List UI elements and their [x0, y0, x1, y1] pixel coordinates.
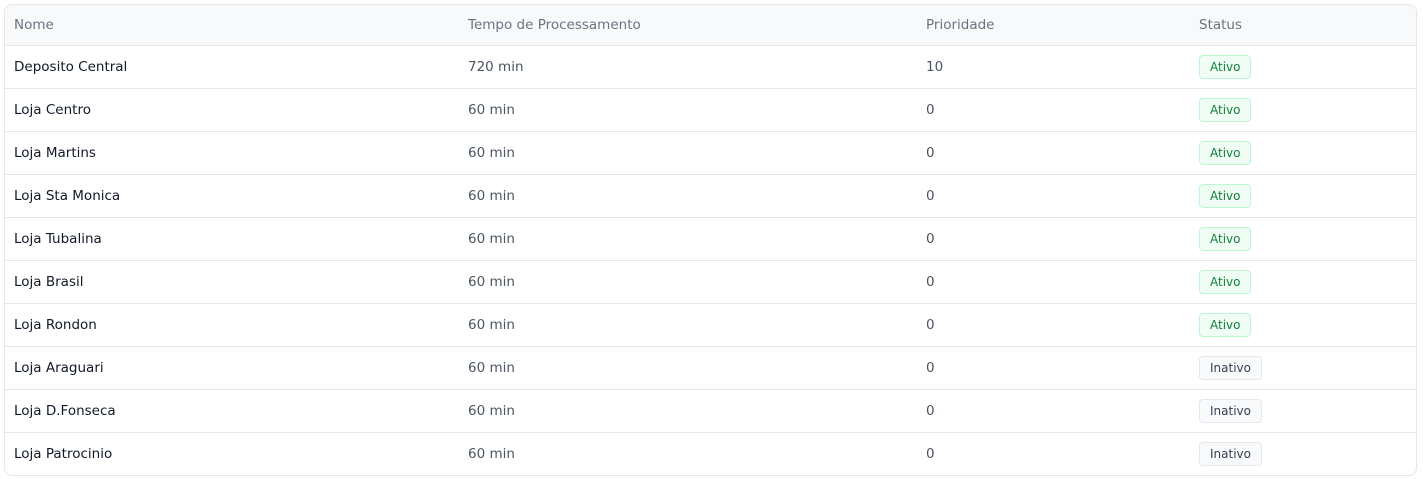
header-nome[interactable]: Nome: [5, 5, 459, 46]
table-row[interactable]: Loja Rondon 60 min 0 Ativo: [5, 303, 1416, 347]
cell-nome: Loja Sta Monica: [5, 174, 459, 218]
header-status[interactable]: Status: [1190, 5, 1416, 46]
table-row[interactable]: Loja Araguari 60 min 0 Inativo: [5, 346, 1416, 390]
cell-status: Inativo: [1190, 346, 1416, 390]
cell-nome: Loja Martins: [5, 131, 459, 175]
cell-nome: Loja Brasil: [5, 260, 459, 304]
cell-nome: Deposito Central: [5, 45, 459, 89]
locations-table-container: Nome Tempo de Processamento Prioridade S…: [4, 4, 1417, 476]
cell-status: Inativo: [1190, 389, 1416, 433]
cell-prioridade: 0: [917, 131, 1190, 175]
cell-prioridade: 0: [917, 346, 1190, 390]
cell-prioridade: 0: [917, 174, 1190, 218]
cell-prioridade: 0: [917, 217, 1190, 261]
cell-status: Ativo: [1190, 217, 1416, 261]
header-tempo[interactable]: Tempo de Processamento: [459, 5, 917, 46]
cell-tempo: 60 min: [459, 346, 917, 390]
table-row[interactable]: Loja Patrocinio 60 min 0 Inativo: [5, 433, 1416, 476]
status-badge: Ativo: [1199, 184, 1252, 208]
status-badge: Inativo: [1199, 442, 1262, 466]
status-badge: Ativo: [1199, 98, 1252, 122]
cell-nome: Loja Centro: [5, 88, 459, 132]
cell-tempo: 720 min: [459, 45, 917, 89]
header-prioridade[interactable]: Prioridade: [917, 5, 1190, 46]
cell-tempo: 60 min: [459, 260, 917, 304]
cell-tempo: 60 min: [459, 88, 917, 132]
table-row[interactable]: Loja Tubalina 60 min 0 Ativo: [5, 217, 1416, 261]
cell-status: Ativo: [1190, 174, 1416, 218]
cell-prioridade: 0: [917, 303, 1190, 347]
cell-prioridade: 0: [917, 88, 1190, 132]
cell-tempo: 60 min: [459, 217, 917, 261]
cell-prioridade: 0: [917, 260, 1190, 304]
table-row[interactable]: Loja D.Fonseca 60 min 0 Inativo: [5, 389, 1416, 433]
cell-tempo: 60 min: [468, 446, 515, 462]
cell-status: Ativo: [1190, 131, 1416, 175]
status-badge: Ativo: [1199, 313, 1252, 337]
cell-tempo: 60 min: [459, 389, 917, 433]
cell-status: Ativo: [1190, 45, 1416, 89]
cell-nome: Loja Araguari: [5, 346, 459, 390]
table-row[interactable]: Loja Brasil 60 min 0 Ativo: [5, 260, 1416, 304]
cell-nome: Loja Tubalina: [5, 217, 459, 261]
status-badge: Ativo: [1199, 227, 1252, 251]
locations-table: Nome Tempo de Processamento Prioridade S…: [5, 5, 1416, 475]
table-row[interactable]: Loja Centro 60 min 0 Ativo: [5, 88, 1416, 132]
status-badge: Inativo: [1199, 356, 1262, 380]
status-badge: Ativo: [1199, 141, 1252, 165]
status-badge: Ativo: [1199, 270, 1252, 294]
cell-nome: Loja Patrocinio: [14, 446, 113, 462]
cell-status: Ativo: [1190, 303, 1416, 347]
table-row[interactable]: Deposito Central 720 min 10 Ativo: [5, 45, 1416, 89]
cell-tempo: 60 min: [459, 174, 917, 218]
cell-tempo: 60 min: [459, 303, 917, 347]
cell-tempo: 60 min: [459, 131, 917, 175]
cell-prioridade: 0: [926, 446, 935, 462]
cell-prioridade: 10: [917, 45, 1190, 89]
status-badge: Inativo: [1199, 399, 1262, 423]
cell-prioridade: 0: [917, 389, 1190, 433]
table-row[interactable]: Loja Sta Monica 60 min 0 Ativo: [5, 174, 1416, 218]
cell-status: Inativo: [1190, 433, 1416, 476]
cell-status: Ativo: [1190, 88, 1416, 132]
status-badge: Ativo: [1199, 55, 1252, 79]
cell-status: Ativo: [1190, 260, 1416, 304]
table-header-row: Nome Tempo de Processamento Prioridade S…: [5, 5, 1416, 46]
table-row[interactable]: Loja Martins 60 min 0 Ativo: [5, 131, 1416, 175]
cell-nome: Loja Rondon: [5, 303, 459, 347]
cell-nome: Loja D.Fonseca: [5, 389, 459, 433]
